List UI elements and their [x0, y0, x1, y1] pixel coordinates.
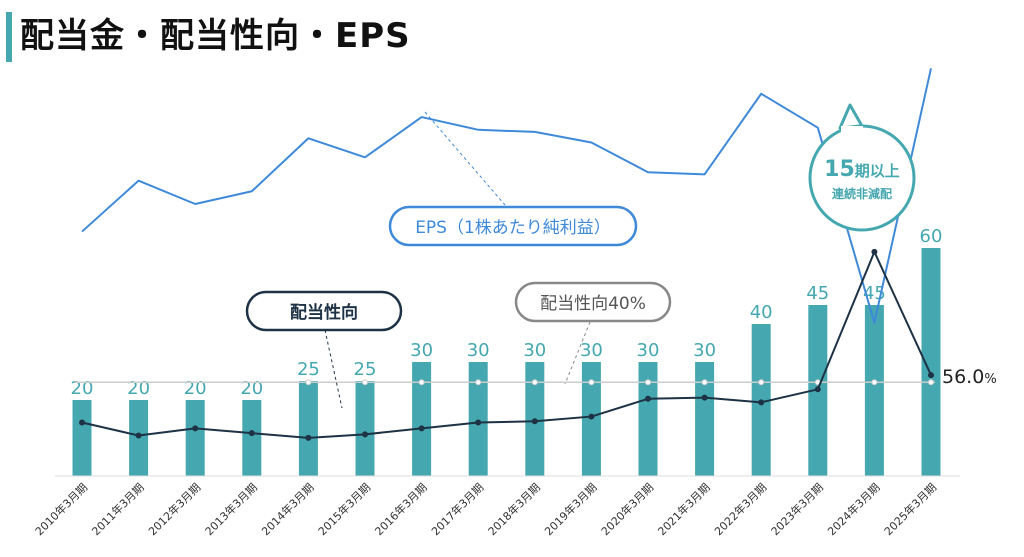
payout-point — [531, 418, 538, 425]
x-tick-label: 2013年3月期 — [202, 480, 260, 538]
payout-series-line — [81, 250, 932, 439]
badge-tail — [838, 103, 864, 130]
bar-value-label: 30 — [637, 340, 660, 361]
bar — [638, 362, 658, 476]
x-tick-label: 2024年3月期 — [825, 480, 883, 538]
payout-label-pill — [245, 290, 403, 332]
payout-point — [588, 413, 595, 420]
badge-suffix: 期以上 — [855, 162, 900, 180]
reference-point — [475, 379, 482, 386]
reference-point — [418, 379, 425, 386]
payout-point — [871, 248, 878, 255]
reference-point — [871, 379, 878, 386]
payout-point — [645, 395, 651, 402]
eps-label-text: EPS（1株あたり純利益） — [415, 218, 611, 238]
eps-label-leader — [424, 111, 506, 206]
reference-point — [701, 379, 708, 386]
payout-point — [758, 399, 765, 406]
payout-point — [135, 432, 142, 439]
x-tick-label: 2012年3月期 — [145, 480, 203, 538]
x-tick-label: 2011年3月期 — [89, 480, 147, 538]
x-tick-label: 2025年3月期 — [881, 480, 939, 538]
bar-value-label: 20 — [71, 378, 94, 399]
bar-value-label: 40 — [750, 302, 773, 323]
x-tick-label: 2019年3月期 — [542, 480, 600, 538]
x-tick-label: 2017年3月期 — [428, 480, 486, 538]
ref-label-pill — [514, 281, 672, 323]
bar-value-label: 25 — [297, 359, 320, 380]
payout-point — [928, 372, 934, 379]
eps-label-pill — [388, 205, 638, 247]
badge-number: 15 — [824, 157, 855, 182]
payout-point — [475, 419, 482, 426]
bar-value-label: 20 — [240, 378, 263, 399]
final-payout-value: 56.0% — [942, 366, 997, 388]
eps-series-line — [81, 68, 932, 324]
x-tick-label: 2021年3月期 — [655, 480, 713, 538]
x-tick-label: 2018年3月期 — [485, 480, 543, 538]
reference-point — [305, 379, 312, 386]
x-tick-label: 2014年3月期 — [259, 480, 317, 538]
badge-line2: 連続非減配 — [832, 186, 892, 201]
payout-label-leader — [324, 329, 343, 409]
bar — [695, 362, 715, 476]
final-payout-unit: % — [984, 372, 996, 387]
payout-point — [192, 425, 199, 432]
payout-point — [701, 394, 708, 401]
reference-point — [758, 379, 765, 386]
badge-tail-mask — [841, 126, 863, 132]
bar — [185, 400, 205, 476]
reference-point — [645, 379, 651, 386]
bar-value-label: 20 — [127, 378, 150, 399]
x-tick-label: 2022年3月期 — [711, 480, 769, 538]
x-tick-label: 2010年3月期 — [32, 480, 90, 538]
payout-point — [248, 430, 255, 437]
bar — [72, 400, 92, 476]
payout-point — [362, 431, 368, 438]
bar — [921, 248, 941, 476]
page-title: 配当金・配当性向・EPS — [20, 16, 411, 56]
reference-point — [362, 379, 368, 386]
reference-point — [588, 379, 595, 386]
bar-value-label: 20 — [184, 378, 207, 399]
bar-value-label: 45 — [806, 283, 829, 304]
bar-value-label: 30 — [523, 340, 546, 361]
reference-point — [928, 379, 934, 386]
bar-value-label: 30 — [693, 340, 716, 361]
final-payout-number: 56.0 — [942, 366, 984, 388]
x-tick-label: 2015年3月期 — [315, 480, 373, 538]
title-accent-bar — [6, 12, 12, 62]
payout-point — [814, 386, 821, 393]
reference-point — [531, 379, 538, 386]
bar — [242, 400, 262, 476]
bar-value-label: 30 — [410, 340, 433, 361]
payout-point — [79, 419, 85, 426]
x-tick-label: 2016年3月期 — [372, 480, 430, 538]
bar — [298, 381, 318, 476]
payout-point — [418, 425, 425, 432]
bar — [864, 305, 884, 476]
bar-value-label: 25 — [354, 359, 377, 380]
payout-point — [305, 434, 312, 441]
bar-value-label: 60 — [920, 226, 943, 247]
x-tick-label: 2023年3月期 — [768, 480, 826, 538]
ref-label-leader — [564, 321, 591, 385]
badge-line1: 15期以上 — [824, 157, 900, 182]
bar-value-label: 30 — [467, 340, 490, 361]
x-tick-label: 2020年3月期 — [598, 480, 656, 538]
bar-value-label: 30 — [580, 340, 603, 361]
bar — [468, 362, 488, 476]
ref-label-text: 配当性向40% — [540, 294, 646, 314]
bar — [355, 381, 375, 476]
bar — [412, 362, 432, 476]
payout-label-text: 配当性向 — [290, 302, 358, 323]
